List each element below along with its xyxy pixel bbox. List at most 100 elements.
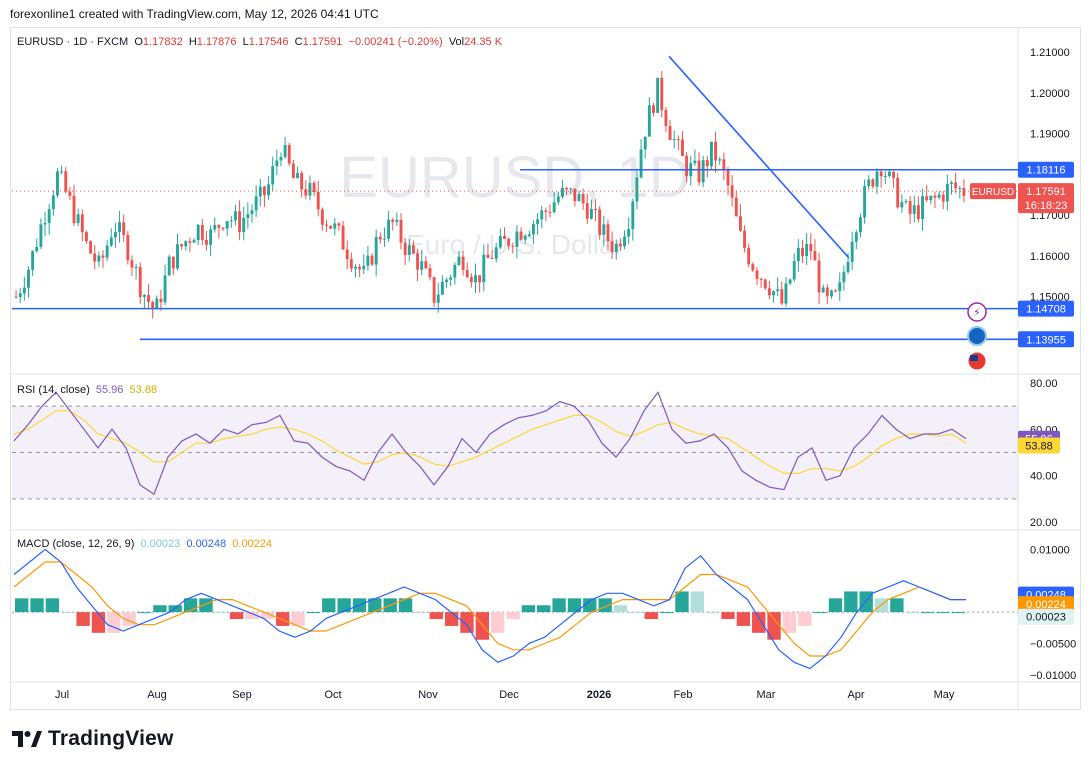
open-value: 1.17832 — [142, 36, 183, 48]
candle-body — [507, 238, 511, 246]
candle-body — [27, 269, 30, 288]
candle-body — [908, 201, 912, 214]
symbol-tag: EURUSD — [972, 187, 1014, 198]
macd-hist-bar — [767, 612, 781, 640]
last-price-tag: 1.17591 — [1026, 186, 1066, 198]
tradingview-logo[interactable]: TradingView — [12, 727, 174, 751]
trendline — [668, 55, 850, 259]
macd-legend[interactable]: MACD (close, 12, 26, 9) 0.00023 0.00248 … — [17, 538, 272, 550]
candle-body — [751, 264, 755, 271]
candle-body — [503, 235, 506, 239]
candle-body — [242, 217, 246, 233]
price-axis-tick: 1.20000 — [1030, 88, 1070, 100]
candle-body — [821, 287, 825, 293]
macd-hist-bar — [45, 598, 60, 613]
candle-body — [900, 202, 904, 208]
candle-body — [577, 194, 581, 202]
candle-body — [267, 184, 271, 196]
candle-body — [830, 290, 833, 297]
candle-body — [540, 210, 544, 220]
candle-body — [672, 139, 676, 141]
candle-body — [105, 245, 109, 258]
time-axis-tick: Apr — [847, 689, 864, 701]
macd-hist-bar — [199, 598, 213, 613]
macd-hist-bar — [398, 598, 413, 613]
macd-hist-bar — [506, 612, 520, 620]
candle-body — [275, 160, 279, 167]
candle-body — [796, 247, 800, 262]
candle-body — [453, 264, 457, 278]
candle-body — [863, 186, 867, 218]
candle-body — [420, 261, 424, 270]
candle-body — [941, 194, 945, 202]
candle-body — [56, 171, 59, 196]
candle-body — [656, 77, 660, 113]
candle-body — [842, 272, 846, 283]
close-value: 1.17591 — [302, 36, 343, 48]
candle-body — [532, 224, 535, 235]
candle-body — [482, 254, 486, 283]
macd-hist-bar — [429, 612, 443, 620]
candle-body — [544, 210, 548, 212]
macd-signal-tag: 0.00224 — [1026, 599, 1066, 611]
candle-body — [167, 256, 171, 276]
macd-hist-bar — [705, 612, 720, 614]
candle-body — [358, 266, 362, 270]
candle-body — [271, 166, 275, 185]
candle-body — [685, 156, 689, 177]
macd-hist-bar — [137, 612, 152, 614]
candle-body — [962, 187, 966, 196]
candle-body — [238, 211, 242, 233]
time-axis-tick: May — [934, 689, 955, 701]
macd-hist-bar — [214, 612, 228, 614]
candle-body — [416, 253, 420, 270]
rsi-ma-line — [13, 410, 967, 474]
candle-body — [738, 216, 742, 231]
candle-body — [22, 287, 26, 294]
macd-hist-bar — [552, 598, 566, 613]
candle-body — [325, 224, 328, 226]
candle-body — [147, 295, 150, 302]
last-price-tag-bg — [1018, 183, 1074, 214]
candles-group — [14, 70, 966, 319]
price-axis-tick: 1.19000 — [1030, 129, 1070, 141]
candle-body — [159, 298, 163, 303]
candle-body — [200, 224, 204, 240]
candle-body — [461, 256, 465, 270]
macd-hist-bar — [153, 605, 167, 613]
watermark-name: Euro / U.S. Dollar — [406, 229, 624, 260]
candle-body — [801, 247, 804, 257]
macd-hist-bar — [736, 612, 751, 626]
candle-body — [718, 159, 722, 161]
macd-hist-bar — [567, 598, 582, 613]
candle-body — [875, 171, 879, 187]
macd-line-value: 0.00248 — [186, 538, 227, 550]
macd-hist-bar — [752, 612, 766, 633]
candle-body — [333, 223, 337, 229]
candle-body — [664, 110, 668, 127]
rsi-legend[interactable]: RSI (14, close) 55.96 53.88 — [17, 384, 157, 396]
candle-body — [97, 255, 101, 262]
macd-hist-bar — [537, 605, 551, 613]
candle-body — [614, 243, 618, 252]
brand-name: TradingView — [48, 727, 174, 750]
macd-hist-bar — [828, 598, 843, 613]
candle-body — [349, 259, 353, 269]
candle-body — [714, 141, 718, 161]
level-tag: 1.13955 — [1026, 334, 1066, 346]
candle-body — [296, 172, 299, 179]
candle-body — [80, 214, 84, 233]
macd-hist-bar — [414, 612, 428, 614]
macd-hist-bar — [936, 612, 950, 614]
macd-hist-bar — [798, 612, 812, 626]
candle-body — [536, 219, 540, 225]
symbol-name[interactable]: EURUSD · 1D · FXCM — [17, 36, 129, 48]
time-axis-tick: Sep — [232, 689, 252, 701]
macd-hist-bar — [613, 605, 628, 613]
candle-body — [308, 182, 312, 196]
macd-hist-bar — [659, 612, 674, 614]
candle-body — [180, 244, 184, 247]
candle-body — [759, 278, 763, 280]
candle-body — [705, 160, 709, 167]
